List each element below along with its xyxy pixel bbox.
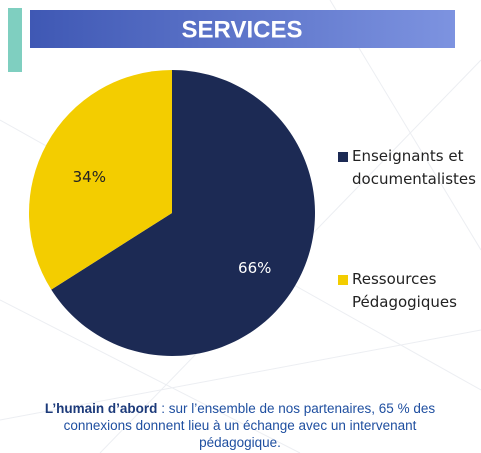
slice-label: 34% [73, 168, 106, 186]
pie-slice [29, 70, 172, 290]
caption-emphasis: L’humain d’abord [44, 401, 158, 416]
legend-label: Ressources Pédagogiques [352, 270, 457, 311]
caption-text: : sur l’ensemble de nos partenaires, 65 … [63, 401, 436, 450]
legend-label: Enseignants et documentalistes [352, 147, 476, 188]
title: SERVICES [182, 16, 303, 43]
accent-strip [8, 8, 22, 72]
legend-swatch [338, 275, 348, 285]
slice-label: 66% [238, 259, 271, 277]
title-bar [30, 10, 455, 48]
legend-swatch [338, 152, 348, 162]
pie-slice [51, 70, 315, 357]
caption: L’humain d’abord : sur l’ensemble de nos… [40, 400, 440, 451]
